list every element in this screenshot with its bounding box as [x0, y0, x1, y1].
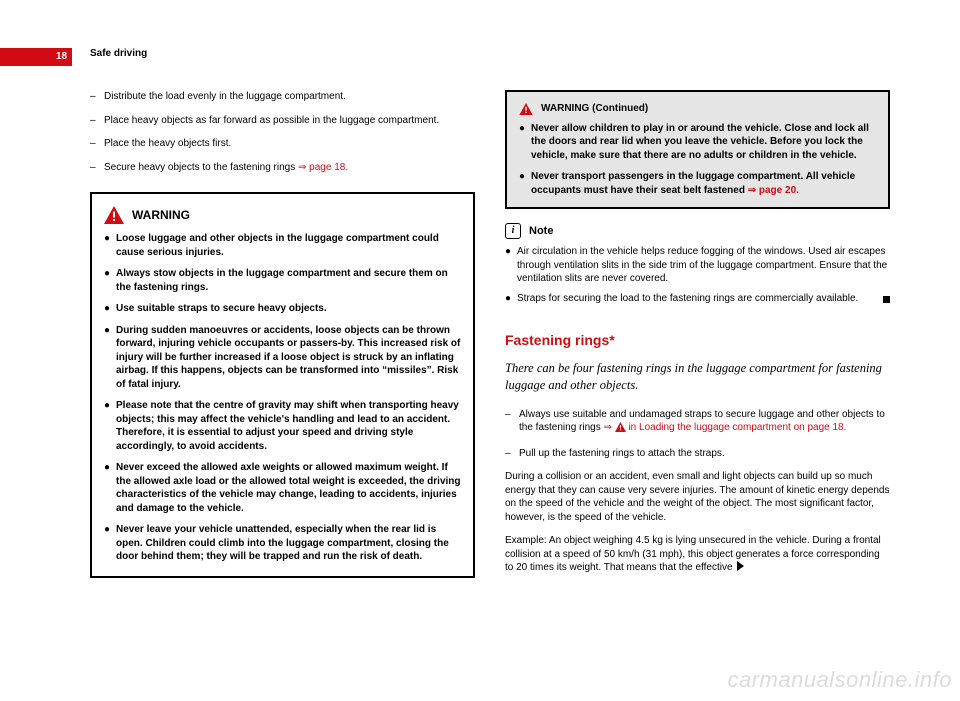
dash-icon: –	[505, 408, 519, 437]
bullet-text: Place heavy objects as far forward as po…	[104, 114, 475, 128]
warning-box: WARNING ●Loose luggage and other objects…	[90, 192, 475, 578]
bullet-dot-icon: ●	[505, 245, 517, 286]
paragraph-text: Example: An object weighing 4.5 kg is ly…	[505, 535, 881, 573]
bullet-text: Place the heavy objects first.	[104, 137, 475, 151]
warning-item: ●Use suitable straps to secure heavy obj…	[104, 302, 461, 316]
warning-text: Never exceed the allowed axle weights or…	[116, 461, 461, 515]
warning-continued-box: WARNING (Continued) ●Never allow childre…	[505, 90, 890, 209]
cross-reference: ⇒ page 20.	[748, 185, 799, 196]
section-subtitle: There can be four fastening rings in the…	[505, 360, 890, 394]
watermark: carmanualsonline.info	[727, 667, 952, 693]
note-text: Straps for securing the load to the fast…	[517, 292, 890, 306]
bullet-dot-icon: ●	[104, 399, 116, 453]
left-column: – Distribute the load evenly in the lugg…	[90, 90, 475, 585]
warning-item: ●Loose luggage and other objects in the …	[104, 232, 461, 259]
paragraph: Example: An object weighing 4.5 kg is ly…	[505, 534, 890, 575]
warning-header: WARNING	[104, 206, 461, 224]
note-title: Note	[529, 224, 553, 239]
warning-item: ●Always stow objects in the luggage comp…	[104, 267, 461, 294]
warning-text: Never leave your vehicle unattended, esp…	[116, 523, 461, 564]
warning-triangle-icon	[104, 206, 124, 224]
dash-icon: –	[90, 90, 104, 104]
warning-text: Always stow objects in the luggage compa…	[116, 267, 461, 294]
bullet-text: Always use suitable and undamaged straps…	[519, 408, 890, 437]
warning-text: During sudden manoeuvres or accidents, l…	[116, 324, 461, 392]
bullet-dot-icon: ●	[104, 232, 116, 259]
bullet-text-inner: Secure heavy objects to the fastening ri…	[104, 162, 295, 173]
note-text: Air circulation in the vehicle helps red…	[517, 245, 890, 286]
bullet-text: Secure heavy objects to the fastening ri…	[104, 161, 475, 175]
warning-text: Never allow children to play in or aroun…	[531, 122, 876, 163]
bullet-dot-icon: ●	[519, 170, 531, 197]
warning-continued-title: WARNING (Continued)	[541, 102, 648, 116]
warning-title: WARNING	[132, 207, 190, 223]
bullet-text: Distribute the load evenly in the luggag…	[104, 90, 475, 104]
warning-header: WARNING (Continued)	[519, 102, 876, 116]
note-text-inner: Straps for securing the load to the fast…	[517, 293, 858, 304]
dash-icon: –	[90, 161, 104, 175]
warning-text: Use suitable straps to secure heavy obje…	[116, 302, 461, 316]
page: 18 Safe driving – Distribute the load ev…	[0, 0, 960, 701]
warning-text: Loose luggage and other objects in the l…	[116, 232, 461, 259]
end-square-icon	[883, 296, 890, 303]
warning-item: ●Never exceed the allowed axle weights o…	[104, 461, 461, 515]
warning-item: ●Never allow children to play in or arou…	[519, 122, 876, 163]
bullet-dot-icon: ●	[519, 122, 531, 163]
xref-post: in Loading the luggage compartment on pa…	[626, 422, 847, 433]
paragraph: During a collision or an accident, even …	[505, 470, 890, 524]
list-item: – Pull up the fastening rings to attach …	[505, 447, 890, 461]
warning-item: ●During sudden manoeuvres or accidents, …	[104, 324, 461, 392]
warning-item: ●Never leave your vehicle unattended, es…	[104, 523, 461, 564]
list-item: – Always use suitable and undamaged stra…	[505, 408, 890, 437]
list-item: – Distribute the load evenly in the lugg…	[90, 90, 475, 104]
bullet-dot-icon: ●	[505, 292, 517, 306]
warning-triangle-icon	[615, 422, 626, 437]
bullet-dot-icon: ●	[104, 267, 116, 294]
cross-reference: ⇒ page 18.	[298, 162, 348, 173]
continue-arrow-icon	[737, 561, 744, 571]
bullet-dot-icon: ●	[104, 461, 116, 515]
content-columns: – Distribute the load evenly in the lugg…	[90, 90, 890, 585]
note-item: ●Air circulation in the vehicle helps re…	[505, 245, 890, 286]
note-header: i Note	[505, 223, 890, 239]
warning-item: ●Never transport passengers in the lugga…	[519, 170, 876, 197]
right-column: WARNING (Continued) ●Never allow childre…	[505, 90, 890, 585]
warning-item: ●Please note that the centre of gravity …	[104, 399, 461, 453]
dash-icon: –	[505, 447, 519, 461]
xref-pre: ⇒	[604, 422, 615, 433]
dash-icon: –	[90, 114, 104, 128]
warning-triangle-icon	[519, 103, 533, 115]
dash-icon: –	[90, 137, 104, 151]
cross-reference: ⇒ in Loading the luggage compartment on …	[604, 422, 847, 433]
warning-text: Please note that the centre of gravity m…	[116, 399, 461, 453]
warning-text: Never transport passengers in the luggag…	[531, 170, 876, 197]
bullet-dot-icon: ●	[104, 302, 116, 316]
bullet-text: Pull up the fastening rings to attach th…	[519, 447, 890, 461]
section-header: Safe driving	[90, 48, 147, 59]
note-item: ●Straps for securing the load to the fas…	[505, 292, 890, 306]
list-item: – Place the heavy objects first.	[90, 137, 475, 151]
bullet-dot-icon: ●	[104, 523, 116, 564]
section-title: Fastening rings*	[505, 331, 890, 350]
list-item: – Secure heavy objects to the fastening …	[90, 161, 475, 175]
list-item: – Place heavy objects as far forward as …	[90, 114, 475, 128]
bullet-dot-icon: ●	[104, 324, 116, 392]
page-number-tab: 18	[0, 48, 72, 66]
warning-text-inner: Never transport passengers in the luggag…	[531, 171, 855, 196]
info-icon: i	[505, 223, 521, 239]
